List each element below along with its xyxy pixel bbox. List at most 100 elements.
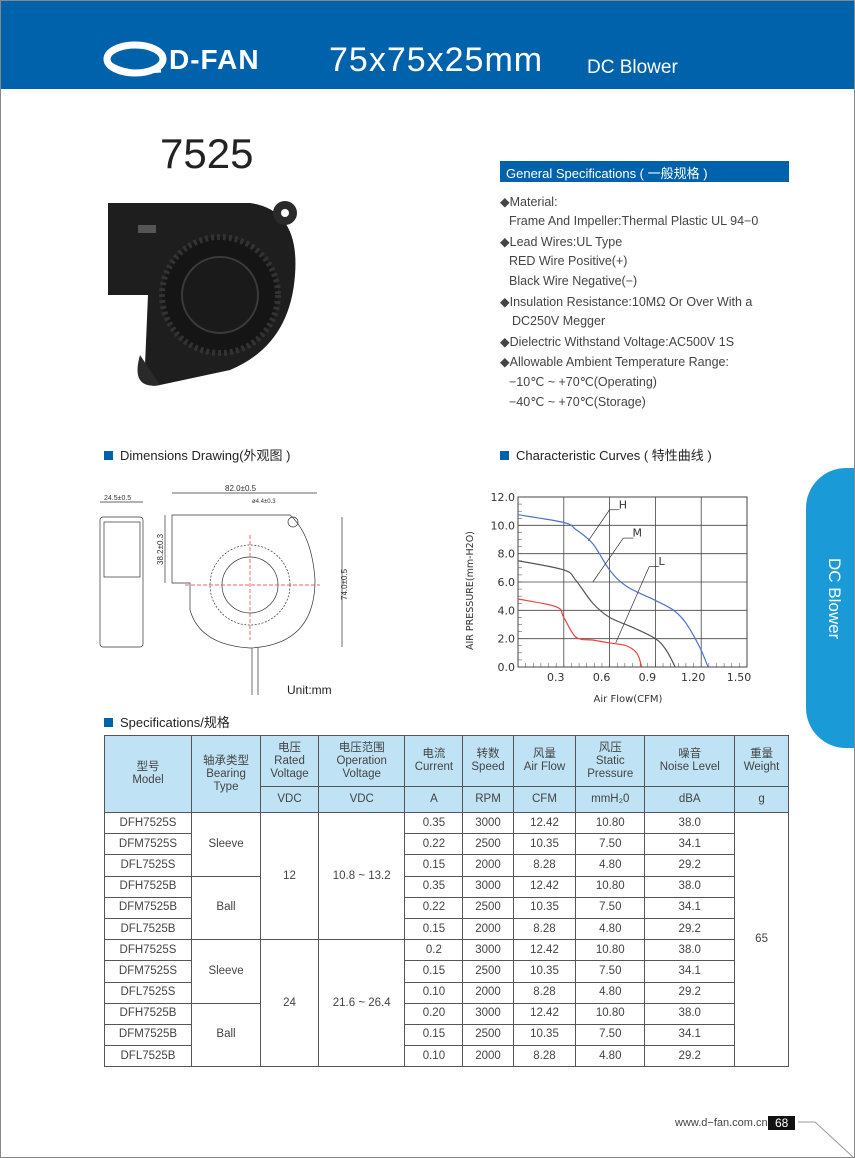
unit-header: g [734, 786, 789, 813]
leader-line-M [592, 537, 624, 583]
value-cell: 12.42 [512, 875, 577, 898]
header-text: Air Flow [523, 761, 566, 773]
value-cell: 12.42 [512, 1002, 577, 1025]
specifications-table: 型号 Model 轴承类型 Bearing Type 电压 Rated Voltage 电压范围… [104, 735, 789, 1068]
rated-voltage-cell: 24 [260, 939, 319, 1068]
value-cell: 38.0 [644, 875, 736, 898]
model-cell: DFM7525S [104, 960, 192, 983]
value-cell: 10.80 [575, 939, 646, 962]
blower-photo [108, 201, 297, 386]
header-banner: D-FAN 75x75x25mm DC Blower [1, 1, 854, 89]
model-cell: DFL7525B [104, 1045, 192, 1068]
category-side-tab[interactable]: DC Blower [806, 468, 855, 748]
dfan-logo-icon [103, 41, 167, 77]
header-text: Operation [336, 754, 387, 767]
header-text: Noise Level [659, 761, 720, 773]
series-line-M [517, 560, 676, 668]
value-cell: 2500 [462, 833, 514, 856]
bullet-square-icon [104, 718, 113, 727]
spec-line: −40℃ ~ +70℃(Storage) [509, 395, 646, 409]
value-cell: 2500 [462, 1023, 514, 1047]
value-cell: 2000 [462, 917, 514, 941]
value-cell: 3000 [462, 1002, 514, 1025]
column-header: 电流 Current [404, 735, 464, 787]
value-cell: 7.50 [575, 960, 646, 983]
series-label: M [633, 527, 643, 540]
value-cell: 7.50 [575, 1023, 646, 1047]
value-cell: 4.80 [575, 917, 646, 941]
spec-line: ◆Lead Wires:UL Type [500, 235, 623, 249]
model-cell: DFL7525S [104, 854, 192, 877]
value-cell: 34.1 [644, 896, 736, 919]
value-cell: 8.28 [512, 1045, 577, 1068]
value-cell: 0.15 [404, 854, 464, 877]
value-cell: 10.80 [575, 875, 646, 898]
table-row: DFH7525B Ball 0.20 3000 12.42 10.80 38.0 [104, 1002, 789, 1068]
value-cell: 12.42 [512, 811, 577, 835]
general-specs-title: General Specifications ( 一般规格 ) [500, 161, 789, 182]
bearing-cell: Sleeve [190, 939, 262, 1004]
header-text: Pressure [587, 767, 634, 780]
value-cell: 29.2 [644, 981, 736, 1004]
header-text: Static [595, 754, 625, 767]
unit-header: mmH₂0 [575, 786, 646, 813]
value-cell: 10.35 [512, 896, 577, 919]
value-cell: 38.0 [644, 939, 736, 962]
value-cell: 0.35 [404, 875, 464, 898]
model-cell: DFL7525B [104, 917, 192, 941]
value-cell: 0.22 [404, 833, 464, 856]
value-cell: 7.50 [575, 896, 646, 919]
header-text: Model [132, 774, 164, 786]
spec-line: −10℃ ~ +70℃(Operating) [509, 375, 657, 389]
website-url[interactable]: www.d−fan.com.cn [675, 1117, 768, 1129]
value-cell: 2000 [462, 1045, 514, 1068]
value-cell: 0.35 [404, 811, 464, 835]
header-text: Rated [274, 754, 305, 767]
series-line-H [517, 514, 709, 668]
y-tick-label: 8.0 [498, 548, 516, 561]
header-text: 重量 [750, 748, 774, 760]
model-cell: DFM7525B [104, 896, 192, 919]
spec-line: ◆Insulation Resistance:10MΩ Or Over With… [500, 295, 753, 309]
x-axis-label: Air Flow(CFM) [594, 694, 663, 705]
characteristic-curves-chart: 0.0 2.0 4.0 6.0 8.0 10.0 12.0 0.3 0.6 0.9 1.20 1.50… [465, 491, 752, 705]
y-tick-label: 2.0 [498, 633, 516, 646]
table-row: DFL7525B 0.10 2000 8.28 4.80 29.2 [104, 1045, 789, 1068]
table-row: DFM7525S 0.15 2500 10.35 7.50 34.1 [104, 960, 789, 983]
x-tick-label: 1.50 [727, 671, 752, 684]
bearing-cell: Sleeve [190, 812, 262, 877]
value-cell: 2000 [462, 981, 514, 1004]
hole-dimension: ø4.4±0.3 [252, 499, 276, 505]
spec-line: ◆Material: [500, 195, 558, 209]
depth-dimension: 24.5±0.5 [104, 495, 131, 502]
table-row: DFM7525B 0.15 2500 10.35 7.50 34.1 [104, 1023, 789, 1047]
value-cell: 4.80 [575, 1045, 646, 1068]
column-header: 风量 Air Flow [512, 735, 577, 787]
value-cell: 10.35 [512, 960, 577, 983]
unit-header: VDC [317, 786, 406, 813]
value-cell: 10.80 [575, 811, 646, 835]
header-text: 型号 [136, 761, 160, 773]
leader-line-H [587, 509, 610, 542]
category-tab-label: DC Blower [825, 558, 844, 640]
unit-header: A [404, 786, 464, 813]
header-text: Voltage [270, 767, 309, 780]
model-cell: DFH7525S [104, 811, 192, 835]
unit-header: VDC [260, 786, 319, 813]
value-cell: 0.10 [404, 981, 464, 1004]
unit-header: RPM [462, 786, 514, 813]
unit-label: Unit:mm [287, 683, 332, 697]
value-cell: 2000 [462, 854, 514, 877]
header-text: 风量 [532, 748, 556, 760]
dimensions-title: Dimensions Drawing(外观图 ) [120, 448, 291, 463]
header-text: Type [213, 780, 239, 793]
product-size: 75x75x25mm [329, 41, 544, 79]
x-tick-label: 1.20 [681, 671, 706, 684]
curves-heading: Characteristic Curves ( 特性曲线 ) [500, 445, 712, 464]
brand-name: D-FAN [169, 44, 260, 75]
value-cell: 38.0 [644, 1002, 736, 1025]
model-cell: DFM7525S [104, 833, 192, 856]
header-text: Voltage [342, 767, 381, 780]
value-cell: 2500 [462, 896, 514, 919]
value-cell: 38.0 [644, 811, 736, 835]
